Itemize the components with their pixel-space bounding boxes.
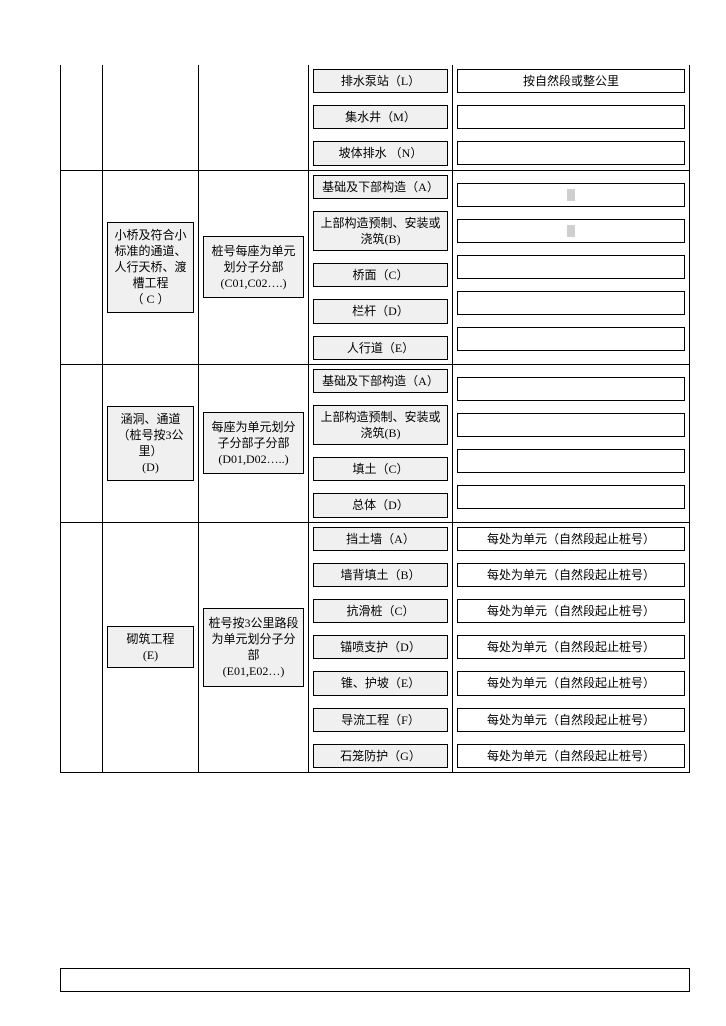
- footer-box: [60, 968, 690, 992]
- item-box: 上部构造预制、安装或浇筑(B): [313, 211, 448, 251]
- detail-box: [457, 413, 685, 437]
- item-box: 集水井（M）: [313, 105, 448, 129]
- detail-box: [457, 183, 685, 207]
- item-box: 锚喷支护（D）: [313, 635, 448, 659]
- detail-box: 每处为单元（自然段起止桩号）: [457, 599, 685, 623]
- detail-box: 每处为单元（自然段起止桩号）: [457, 708, 685, 732]
- item-box: 桥面（C）: [313, 263, 448, 287]
- col4: 基础及下部构造（A） 上部构造预制、安装或浇筑(B) 桥面（C） 栏杆（D） 人行道（E…: [309, 171, 453, 364]
- section: 排水泵站（L） 集水井（M） 坡体排水 （N） 按自然段或整公里: [61, 65, 689, 171]
- classification-table: 排水泵站（L） 集水井（M） 坡体排水 （N） 按自然段或整公里小桥及符合小标准的通道…: [60, 65, 690, 773]
- item-box: 墙背填土（B）: [313, 563, 448, 587]
- detail-box: [457, 141, 685, 165]
- col1-spacer: [61, 523, 103, 772]
- col1-spacer: [61, 365, 103, 522]
- item-box: 填土（C）: [313, 457, 448, 481]
- col1-spacer: [61, 65, 103, 170]
- col2: 砌筑工程(E): [103, 523, 199, 772]
- col2: 小桥及符合小标准的通道、人行天桥、渡槽工程（ C ）: [103, 171, 199, 364]
- detail-box: 每处为单元（自然段起止桩号）: [457, 671, 685, 695]
- col3: 每座为单元划分子分部子分部(D01,D02…..): [199, 365, 309, 522]
- detail-box: [457, 255, 685, 279]
- item-box: 总体（D）: [313, 493, 448, 517]
- subdivision-box: 每座为单元划分子分部子分部(D01,D02…..): [203, 412, 304, 475]
- item-box: 坡体排水 （N）: [313, 141, 448, 165]
- detail-box: [457, 377, 685, 401]
- section: 小桥及符合小标准的通道、人行天桥、渡槽工程（ C ）桩号每座为单元划分子分部(C…: [61, 171, 689, 365]
- detail-box: 每处为单元（自然段起止桩号）: [457, 744, 685, 768]
- col5: 按自然段或整公里: [453, 65, 689, 170]
- subdivision-box: 桩号每座为单元划分子分部(C01,C02….): [203, 236, 304, 299]
- col1-spacer: [61, 171, 103, 364]
- item-box: 栏杆（D）: [313, 299, 448, 323]
- col5: 每处为单元（自然段起止桩号） 每处为单元（自然段起止桩号） 每处为单元（自然段起止桩…: [453, 523, 689, 772]
- item-box: 上部构造预制、安装或浇筑(B): [313, 405, 448, 445]
- item-box: 人行道（E）: [313, 336, 448, 360]
- col4: 基础及下部构造（A） 上部构造预制、安装或浇筑(B) 填土（C） 总体（D）: [309, 365, 453, 522]
- subdivision-box: 桩号按3公里路段为单元划分子分部(E01,E02…): [203, 608, 304, 687]
- col3: [199, 65, 309, 170]
- detail-box: [457, 105, 685, 129]
- detail-box: 按自然段或整公里: [457, 69, 685, 93]
- col3: 桩号每座为单元划分子分部(C01,C02….): [199, 171, 309, 364]
- item-box: 导流工程（F）: [313, 708, 448, 732]
- section: 涵洞、通道（桩号按3公里）(D)每座为单元划分子分部子分部(D01,D02…..…: [61, 365, 689, 523]
- detail-box: 每处为单元（自然段起止桩号）: [457, 635, 685, 659]
- item-box: 基础及下部构造（A）: [313, 369, 448, 393]
- detail-box: [457, 449, 685, 473]
- detail-box: 每处为单元（自然段起止桩号）: [457, 527, 685, 551]
- col4: 排水泵站（L） 集水井（M） 坡体排水 （N）: [309, 65, 453, 170]
- item-box: 挡土墙（A）: [313, 527, 448, 551]
- item-box: 锥、护坡（E）: [313, 671, 448, 695]
- detail-box: [457, 327, 685, 351]
- detail-box: 每处为单元（自然段起止桩号）: [457, 563, 685, 587]
- item-box: 石笼防护（G）: [313, 744, 448, 768]
- detail-box: [457, 291, 685, 315]
- item-box: 抗滑桩（C）: [313, 599, 448, 623]
- item-box: 排水泵站（L）: [313, 69, 448, 93]
- col2: 涵洞、通道（桩号按3公里）(D): [103, 365, 199, 522]
- section: 砌筑工程(E)桩号按3公里路段为单元划分子分部(E01,E02…) 挡土墙（A） 墙…: [61, 523, 689, 773]
- col3: 桩号按3公里路段为单元划分子分部(E01,E02…): [199, 523, 309, 772]
- category-box: 砌筑工程(E): [107, 626, 194, 668]
- col5: [453, 365, 689, 522]
- detail-box: [457, 219, 685, 243]
- col2: [103, 65, 199, 170]
- detail-box: [457, 485, 685, 509]
- category-box: 涵洞、通道（桩号按3公里）(D): [107, 406, 194, 481]
- col4: 挡土墙（A） 墙背填土（B） 抗滑桩（C） 锚喷支护（D） 锥、护坡（E） 导流工程（F）…: [309, 523, 453, 772]
- col5: [453, 171, 689, 364]
- item-box: 基础及下部构造（A）: [313, 175, 448, 199]
- category-box: 小桥及符合小标准的通道、人行天桥、渡槽工程（ C ）: [107, 222, 194, 313]
